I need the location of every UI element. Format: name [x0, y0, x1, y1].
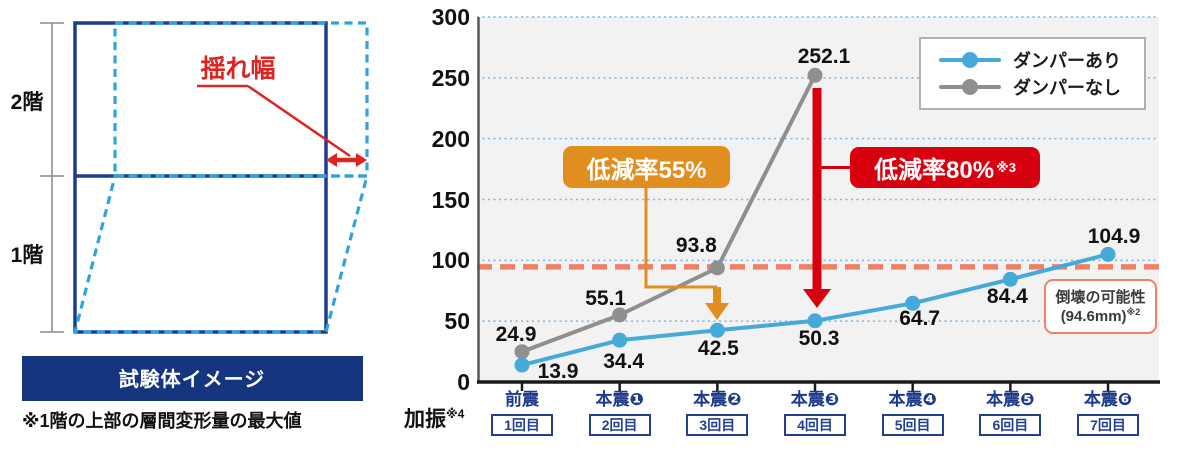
- data-point-with-damper-5: [1002, 271, 1018, 287]
- chart-canvas: [477, 16, 1160, 391]
- sway-width-annotation: 揺れ幅: [197, 55, 367, 167]
- caption-banner-text: 試験体イメージ: [119, 367, 266, 391]
- sway-arrow-head-right: [356, 153, 367, 167]
- chart-panel: ダンパーあり ダンパーなし 低減率55% 低減率80%※3 倒壊の可能性 (94…: [400, 0, 1180, 464]
- data-point-with-damper-4: [905, 295, 921, 311]
- sway-leader-diagonal: [247, 84, 351, 158]
- floor-2-label: 2階: [11, 91, 44, 114]
- data-point-with-damper-1: [612, 332, 628, 348]
- diagram-footnote: ※1階の上部の層間変形量の最大値: [22, 410, 302, 431]
- annotation-arrows: [644, 88, 850, 320]
- caption-banner: [22, 356, 363, 401]
- orange-arrow-head: [705, 303, 729, 320]
- data-point-without-damper-3: [807, 67, 823, 83]
- data-point-with-damper-3: [807, 313, 823, 329]
- data-point-without-damper-2: [709, 260, 725, 276]
- data-point-with-damper-2: [709, 322, 725, 338]
- deformed-frame-dashed: [72, 21, 370, 334]
- test-specimen-diagram: 揺れ幅 2階 1階 試験体イメージ ※1階の上部の層間変形量の最大値: [11, 21, 370, 431]
- sway-arrow-head-left: [326, 153, 337, 167]
- series-line-without-damper: [521, 74, 817, 354]
- floor-1-label: 1階: [11, 244, 44, 267]
- floor-height-bracket: [40, 22, 64, 333]
- data-point-with-damper-6: [1100, 246, 1116, 262]
- data-point-with-damper-0: [514, 357, 530, 373]
- red-arrow-head: [803, 289, 831, 308]
- data-point-without-damper-1: [612, 307, 628, 323]
- sway-width-label: 揺れ幅: [200, 55, 275, 83]
- test-specimen-panel: 揺れ幅 2階 1階 試験体イメージ ※1階の上部の層間変形量の最大値: [0, 0, 400, 464]
- data-point-without-damper-0: [514, 344, 530, 360]
- orange-connector-line: [644, 188, 717, 289]
